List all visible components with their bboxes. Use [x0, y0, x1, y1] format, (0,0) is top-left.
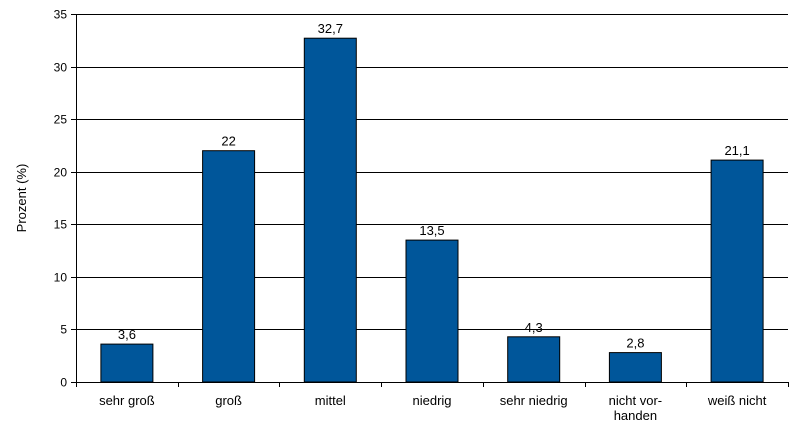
y-ticks: 0 5 10 15 20 25 30 35 — [54, 8, 789, 390]
bar — [710, 159, 764, 383]
x-tick-label: sehr groß — [99, 393, 155, 408]
x-tick-label: mittel — [315, 393, 346, 408]
data-label: 21,1 — [724, 143, 749, 158]
y-tick-label: 5 — [60, 323, 67, 337]
data-label: 4,3 — [525, 320, 543, 335]
x-tick-labels: sehr groß groß mittel niedrig sehr niedrig ni… — [99, 393, 767, 423]
y-tick-label: 0 — [60, 376, 67, 390]
data-label: 13,5 — [419, 223, 444, 238]
bar — [608, 352, 662, 383]
x-tick-label: groß — [215, 393, 242, 408]
y-tick-label: 35 — [54, 8, 68, 22]
gridlines — [76, 14, 788, 330]
y-axis-title: Prozent (%) — [14, 164, 29, 233]
data-label: 32,7 — [318, 21, 343, 36]
bar — [303, 37, 357, 383]
data-label: 2,8 — [626, 336, 644, 351]
bar — [507, 336, 561, 383]
axes — [76, 14, 788, 383]
x-tick-label: sehr niedrig — [500, 393, 568, 408]
x-tick-label: nicht vor- — [609, 393, 662, 408]
x-tick-label: weiß nicht — [707, 393, 767, 408]
data-labels: 3,6 22 32,7 13,5 4,3 2,8 21,1 — [118, 21, 750, 350]
bar — [202, 150, 256, 383]
y-tick-label: 25 — [54, 113, 68, 127]
bar — [405, 239, 459, 383]
y-tick-label: 20 — [54, 166, 68, 180]
x-tick-label: niedrig — [412, 393, 451, 408]
y-tick-label: 30 — [54, 61, 68, 75]
data-label: 22 — [221, 134, 235, 149]
data-label: 3,6 — [118, 327, 136, 342]
x-tick-label: handen — [614, 408, 657, 423]
bar — [100, 343, 154, 383]
bars — [100, 37, 764, 383]
y-tick-label: 15 — [54, 218, 68, 232]
y-tick-label: 10 — [54, 271, 68, 285]
